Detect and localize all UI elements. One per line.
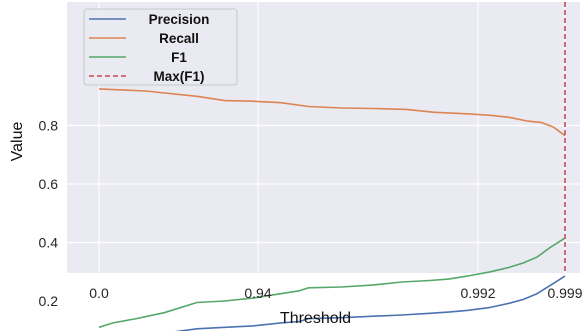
legend-label: Precision (149, 12, 210, 27)
y-tick-labels: 0.2 0.4 0.6 0.8 (39, 118, 59, 310)
y-axis-label: Value (9, 122, 26, 162)
x-axis-label: Threshold (280, 310, 351, 327)
x-tick-label: 0.992 (460, 285, 495, 301)
series-line-recall (98, 88, 566, 137)
x-tick-label: 0.999 (547, 285, 582, 301)
series-line-f1 (98, 237, 566, 329)
series-lines (98, 88, 566, 331)
x-tick-labels: 0.0 0.94 0.992 0.999 (89, 285, 582, 301)
y-tick-label: 0.2 (39, 293, 59, 309)
y-tick-label: 0.8 (39, 118, 59, 134)
grid-lines (67, 2, 580, 302)
x-tick-label: 0.0 (89, 285, 109, 301)
legend-box (83, 8, 238, 86)
x-tick-label: 0.94 (244, 285, 271, 301)
legend-label: F1 (171, 50, 187, 65)
legend-label: Max(F1) (153, 69, 204, 84)
y-tick-label: 0.6 (39, 176, 59, 192)
legend: Precision Recall F1 Max(F1) (83, 8, 238, 86)
legend-label: Recall (159, 31, 199, 46)
y-tick-label: 0.4 (39, 235, 59, 251)
series-line-precision (174, 275, 566, 331)
